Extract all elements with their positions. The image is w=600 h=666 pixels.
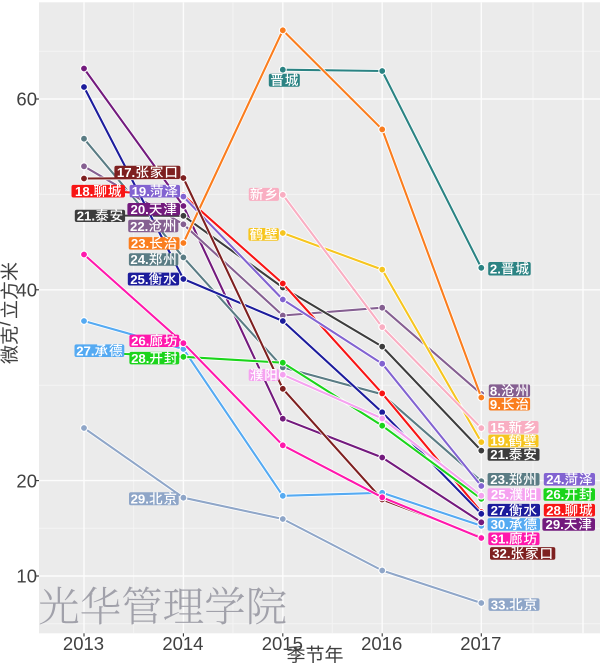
svg-text:26.: 26. [131, 334, 149, 349]
svg-text:60: 60 [16, 89, 37, 110]
svg-text:29.: 29. [131, 492, 149, 507]
svg-text:30.: 30. [491, 517, 509, 532]
svg-text:25.: 25. [491, 487, 509, 502]
svg-text:9.: 9. [490, 397, 501, 412]
svg-text:32.: 32. [492, 546, 510, 561]
svg-text:31.: 31. [491, 532, 509, 547]
svg-text:15.: 15. [490, 420, 508, 435]
svg-text:20.: 20. [131, 202, 149, 217]
svg-text:22.: 22. [130, 219, 148, 234]
svg-text:2017: 2017 [460, 633, 501, 654]
svg-text:2014: 2014 [162, 633, 203, 654]
svg-text:23.: 23. [490, 472, 508, 487]
svg-text:17.: 17. [117, 165, 135, 180]
svg-text:18.: 18. [75, 184, 93, 199]
svg-text:10: 10 [16, 566, 37, 587]
svg-text:2013: 2013 [63, 633, 104, 654]
svg-text:19.: 19. [132, 184, 150, 199]
svg-text:2016: 2016 [361, 633, 402, 654]
svg-text:24.: 24. [130, 252, 148, 267]
svg-text:/: / [0, 320, 16, 326]
svg-text:8.: 8. [490, 383, 501, 398]
svg-text:21.: 21. [490, 447, 508, 462]
svg-text:20: 20 [16, 470, 37, 491]
svg-text:28.: 28. [131, 351, 149, 366]
svg-text:19.: 19. [490, 434, 508, 449]
svg-text:27.: 27. [76, 343, 94, 358]
svg-text:21.: 21. [77, 209, 95, 224]
svg-text:29.: 29. [546, 517, 564, 532]
svg-text:27.: 27. [491, 503, 509, 518]
svg-text:25.: 25. [130, 272, 148, 287]
svg-text:33.: 33. [491, 597, 509, 612]
svg-text:2015: 2015 [262, 633, 303, 654]
svg-text:24.: 24. [546, 472, 564, 487]
svg-text:40: 40 [16, 280, 37, 301]
svg-text:28.: 28. [546, 503, 564, 518]
svg-text:26.: 26. [546, 487, 564, 502]
svg-text:2.: 2. [490, 261, 501, 276]
svg-text:23.: 23. [131, 236, 149, 251]
